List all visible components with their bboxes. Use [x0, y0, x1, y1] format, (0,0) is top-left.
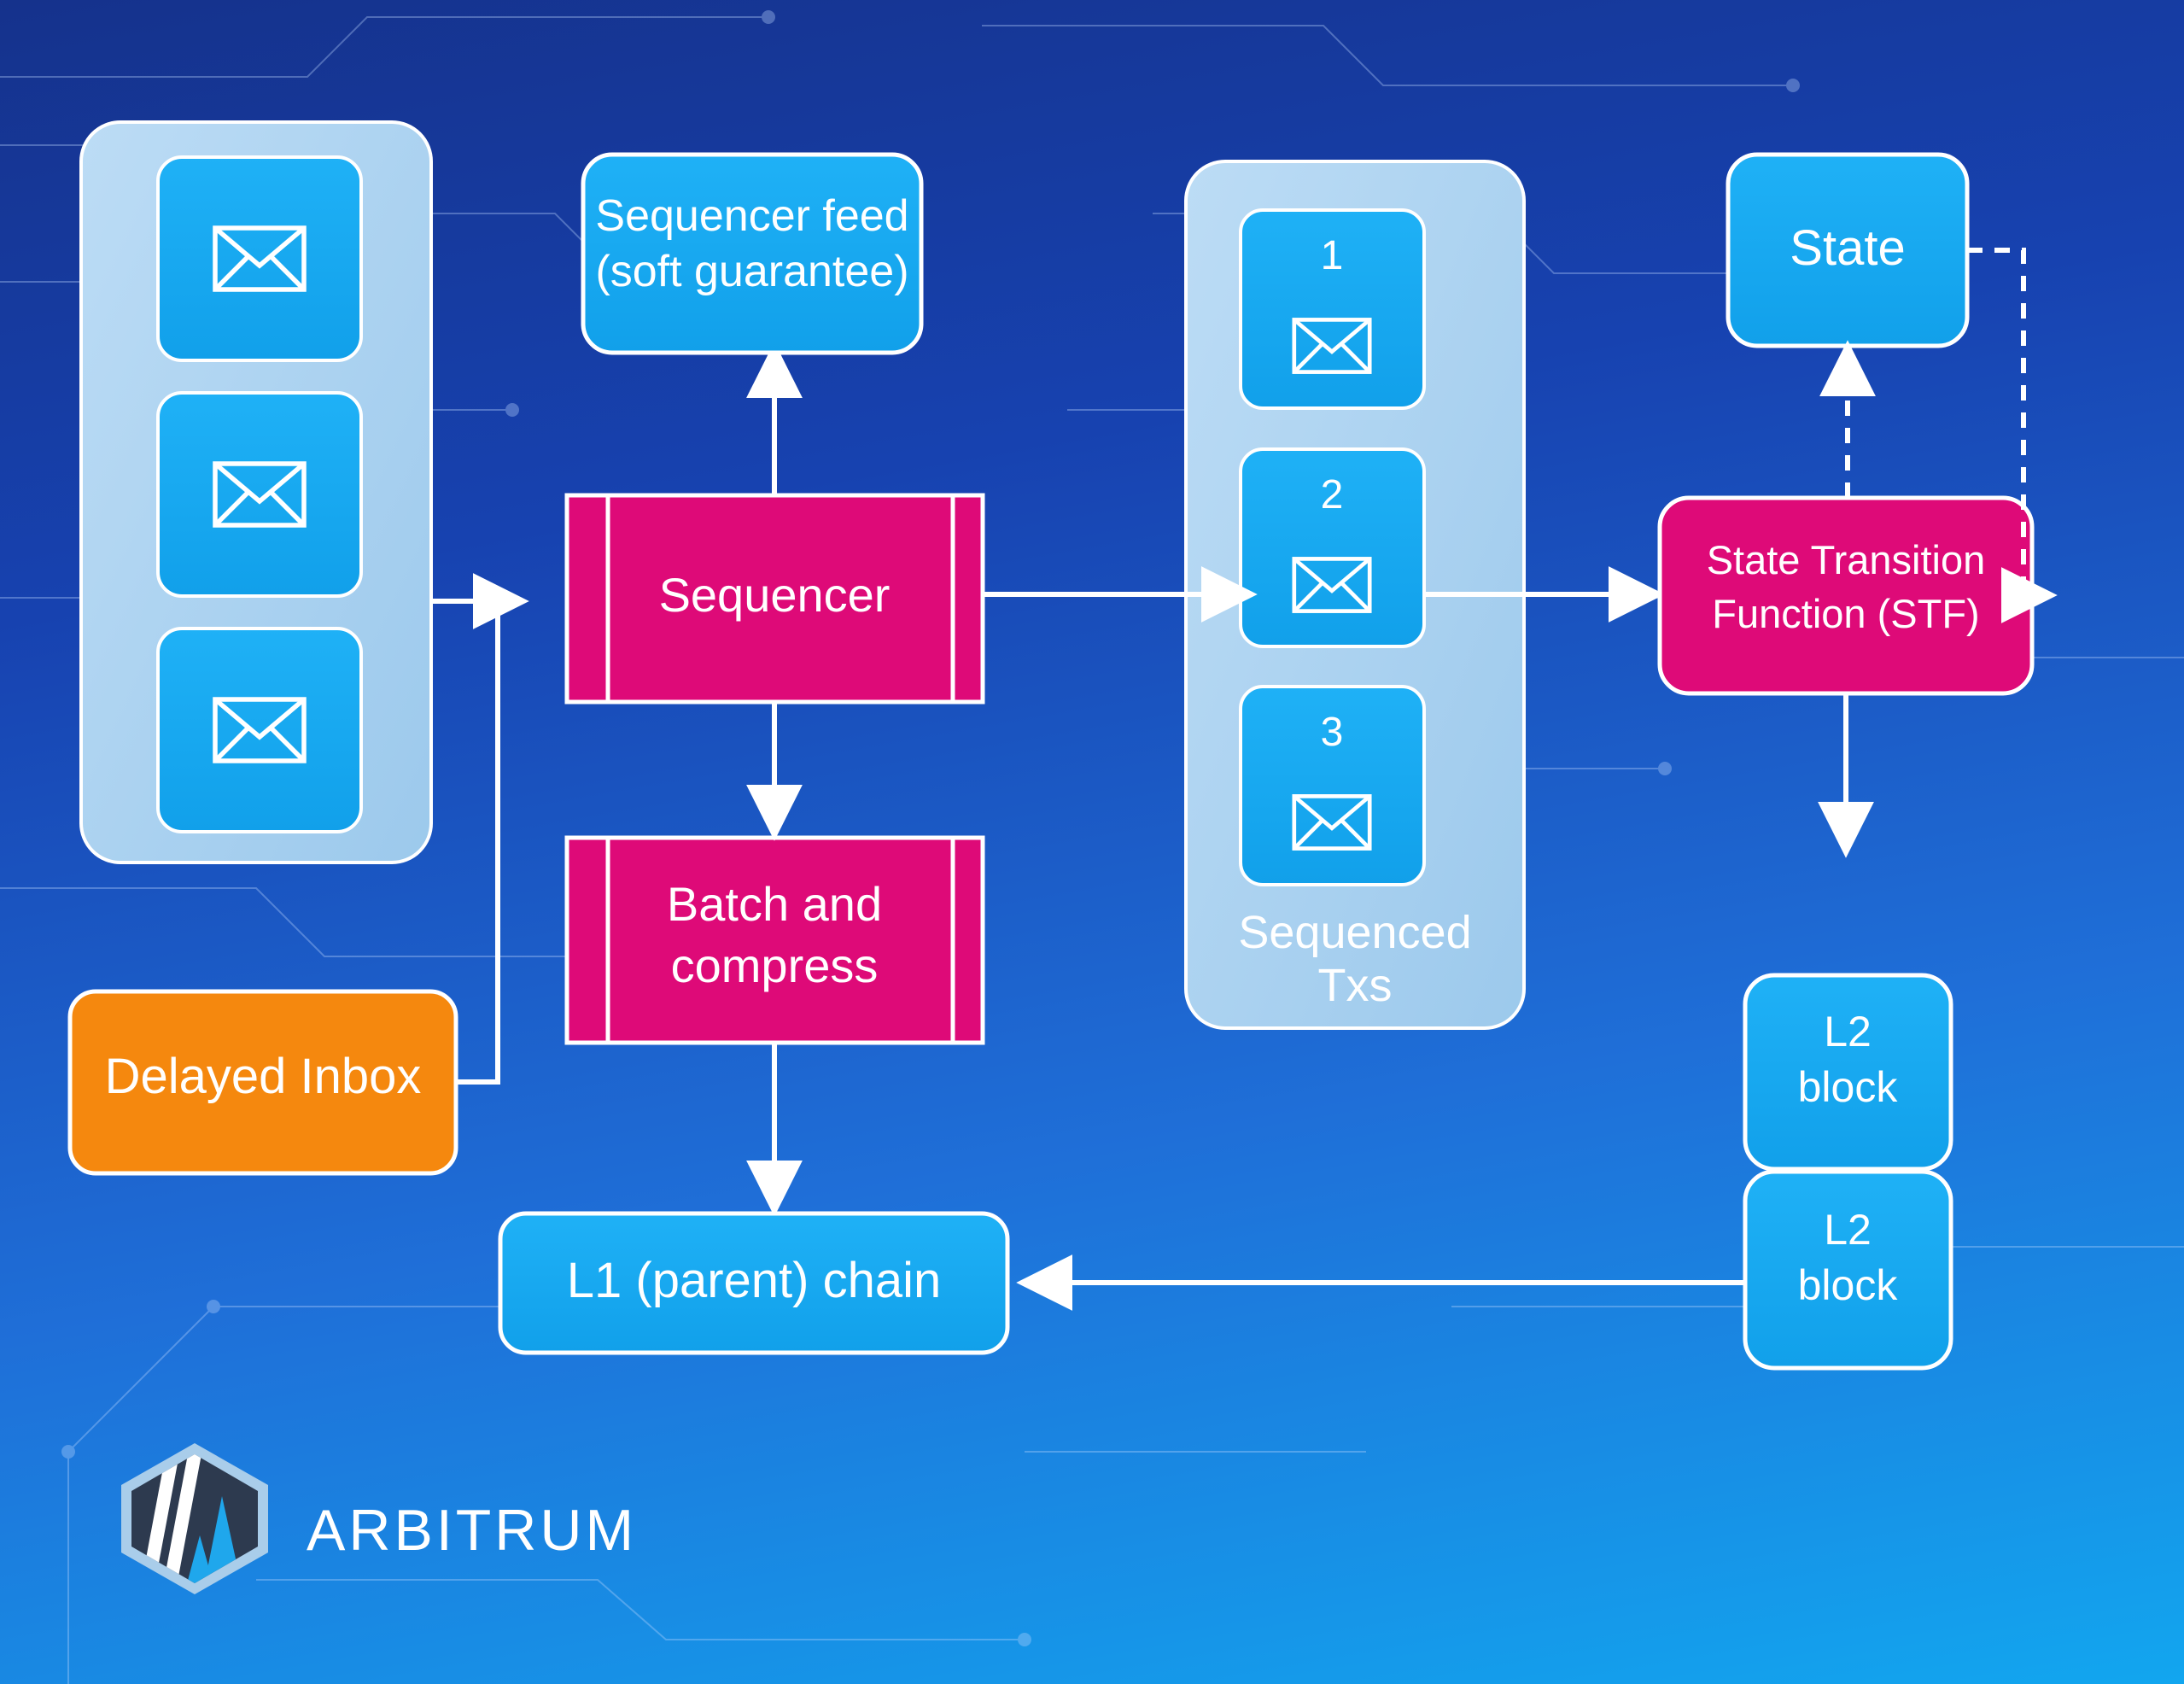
- svg-text:Sequenced: Sequenced: [1238, 907, 1471, 958]
- svg-text:(soft guarantee): (soft guarantee): [595, 247, 908, 296]
- svg-text:State: State: [1790, 220, 1905, 276]
- svg-text:Txs: Txs: [1318, 960, 1393, 1011]
- svg-text:3: 3: [1321, 710, 1344, 755]
- svg-text:block: block: [1798, 1063, 1899, 1111]
- svg-text:Sequencer: Sequencer: [659, 568, 891, 622]
- svg-text:compress: compress: [671, 938, 879, 992]
- svg-text:L1 (parent) chain: L1 (parent) chain: [567, 1253, 941, 1308]
- svg-text:ARBITRUM: ARBITRUM: [307, 1498, 637, 1563]
- svg-text:Function (STF): Function (STF): [1712, 591, 1979, 636]
- svg-text:1: 1: [1321, 233, 1344, 278]
- svg-text:Delayed Inbox: Delayed Inbox: [105, 1049, 422, 1104]
- svg-text:Batch and: Batch and: [667, 877, 882, 931]
- svg-text:State Transition: State Transition: [1707, 537, 1986, 582]
- svg-text:L2: L2: [1824, 1206, 1872, 1254]
- svg-text:block: block: [1798, 1261, 1899, 1309]
- svg-text:2: 2: [1321, 472, 1344, 517]
- svg-text:L2: L2: [1824, 1008, 1872, 1055]
- svg-text:Sequencer feed: Sequencer feed: [595, 191, 908, 241]
